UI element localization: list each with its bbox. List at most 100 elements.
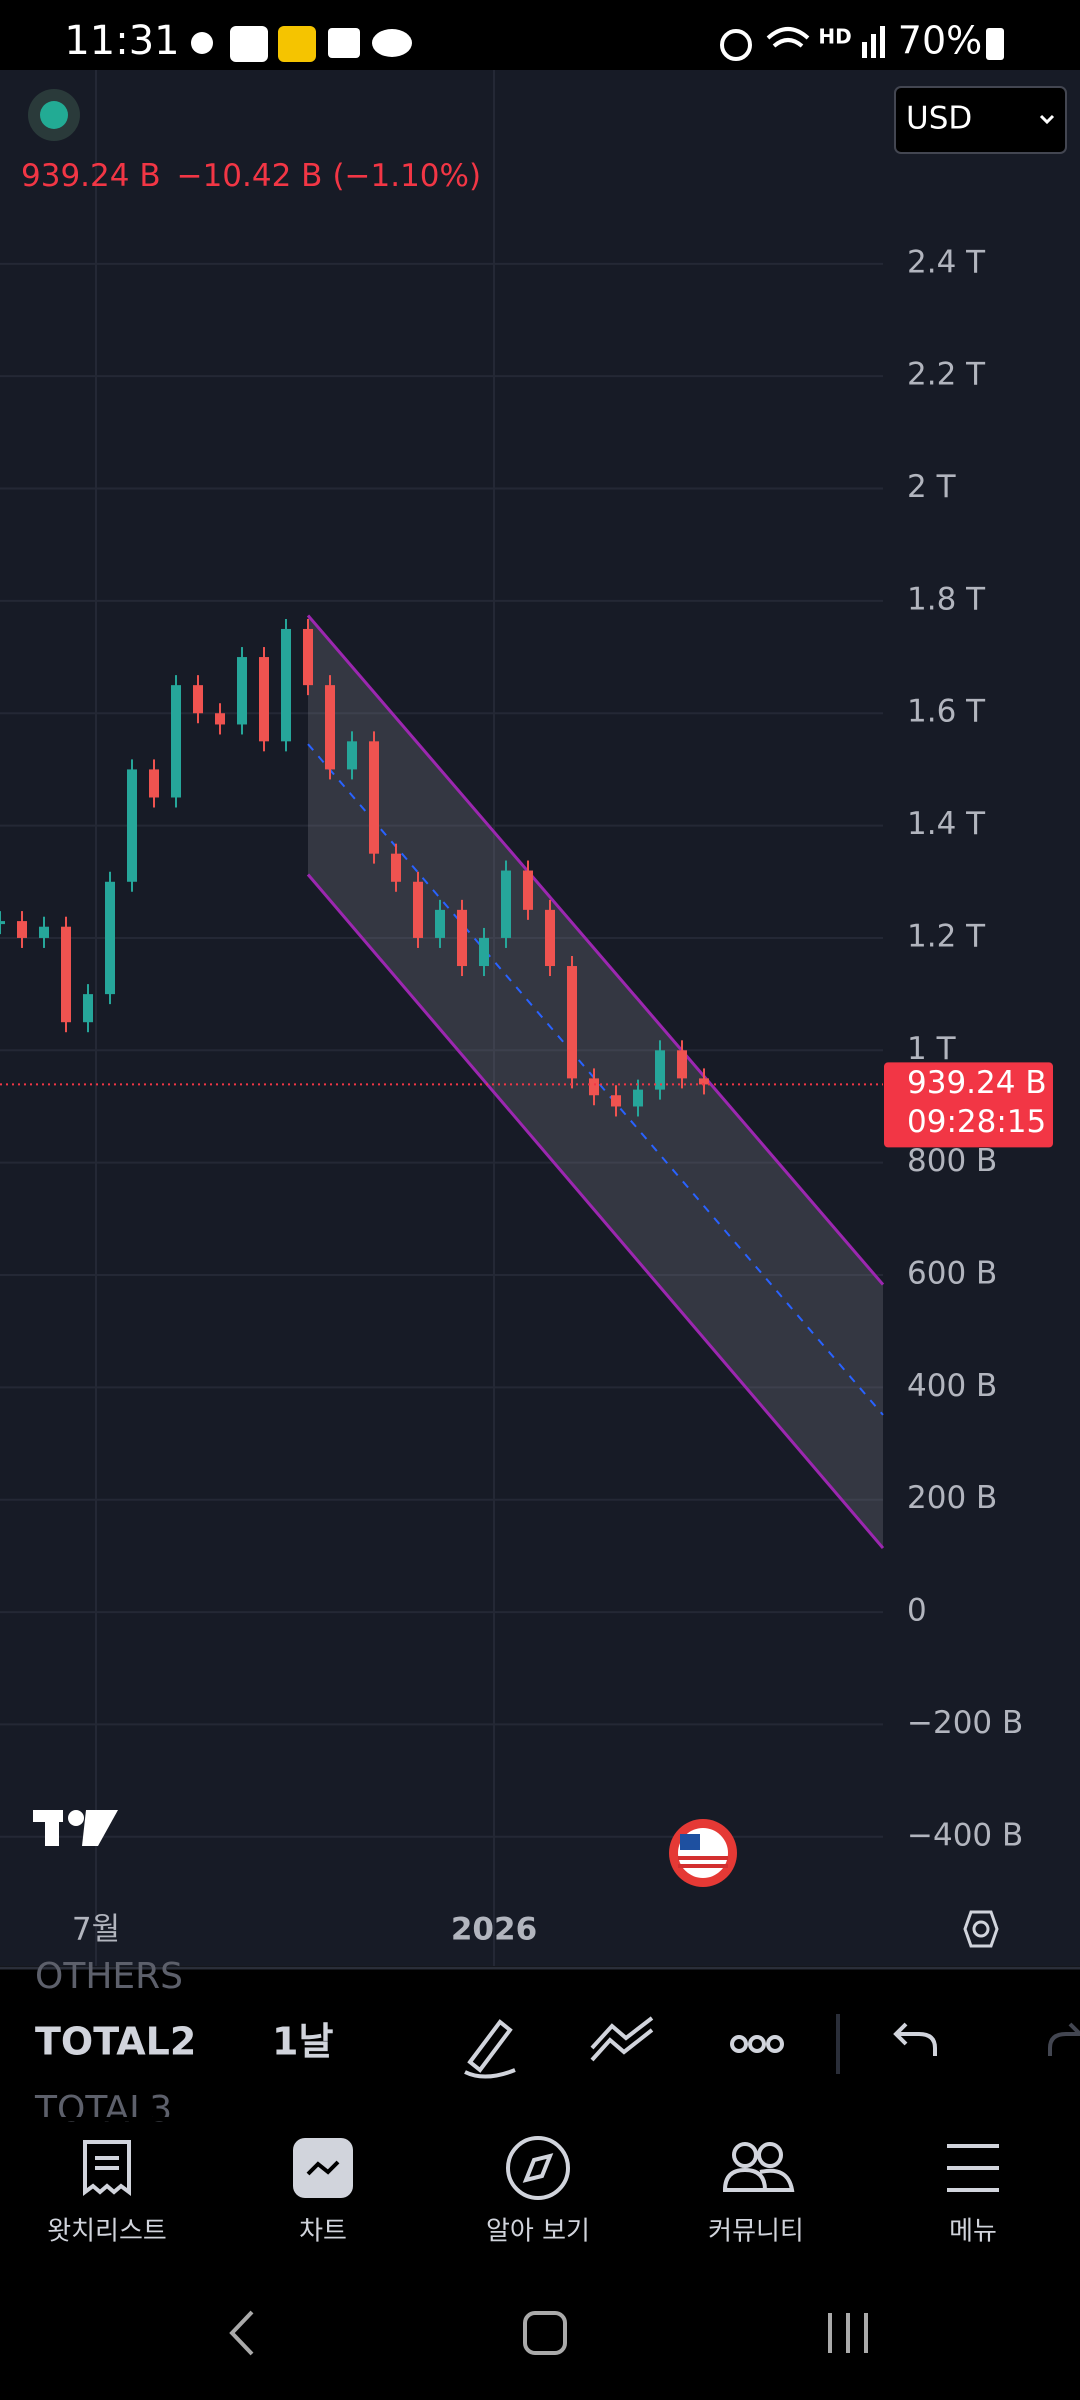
currency-select[interactable]: USD [894,86,1067,154]
channel-upper [306,614,885,1286]
mask [0,2117,1080,2121]
community-icon[interactable] [732,2142,758,2168]
nav-label[interactable]: 차트 [299,2217,347,2247]
symbol-next[interactable]: TOTAL3 [34,2089,172,2130]
symbol[interactable]: TOTAL2 [35,2020,196,2064]
interval[interactable]: 1날 [272,2020,333,2064]
nav-label[interactable]: 메뉴 [949,2217,997,2247]
nav-label[interactable]: 커뮤니티 [708,2217,804,2247]
more-dot[interactable] [748,2035,766,2053]
explore-icon[interactable] [506,2136,570,2200]
currency-box[interactable] [894,86,1067,154]
menu-icon[interactable] [947,2144,999,2192]
y-tick-label: 2.2 T [907,357,986,393]
logo-part [82,1810,118,1846]
y-tick-label: 1.2 T [907,918,986,954]
icon [328,28,360,58]
y-tick-label: 1 T [907,1031,957,1067]
logo-part [45,1810,59,1846]
recents-button[interactable] [828,2313,868,2353]
plot: −400 B −200 B 0 200 B 400 B 600 B 800 B 1 T 1.2 … [0,70,1053,1966]
compass [522,2153,554,2183]
tv-logo [33,1810,118,1846]
header-quote: 939.24 B −10.42 B (−1.10%) [21,158,481,194]
icon [372,29,412,57]
wifi-icon [766,27,810,48]
signal [862,42,867,58]
y-tick-label: 800 B [907,1143,997,1179]
chart-icon-line [306,2160,340,2176]
home-button[interactable] [523,2311,567,2355]
y-tick-label: 200 B [907,1480,997,1516]
y-tick-label: −400 B [907,1817,1023,1853]
candle [149,769,159,798]
candle [171,685,181,798]
y-tick-label: 1.8 T [907,581,986,617]
flag-stripe [678,1856,728,1860]
candle [435,909,445,938]
nav-icons [83,2136,999,2200]
candle [0,921,5,925]
candle [193,685,203,714]
candle [611,1095,621,1107]
candle [127,769,137,882]
x-tick-label: 2026 [451,1912,537,1948]
countdown: 09:28:15 [907,1104,1046,1140]
candle [655,1050,665,1090]
currency[interactable]: USD [906,101,972,137]
signal [871,34,876,58]
flag-canton [680,1834,700,1850]
candle [369,741,379,854]
candle [237,657,247,725]
more-dot[interactable] [766,2035,784,2053]
candle [567,966,577,1079]
price-label: 939.24 B [907,1065,1047,1101]
flag-button[interactable] [669,1819,737,1887]
candle [105,881,115,995]
nav-label[interactable]: 알아 보기 [486,2217,590,2247]
candle [677,1050,687,1079]
battery-icon [986,28,1004,60]
trend-tool[interactable] [590,2016,654,2062]
undo[interactable] [893,2022,937,2056]
candle [413,881,423,938]
y-tick-label: 400 B [907,1368,997,1404]
price: 939.24 B [21,158,161,194]
chevron [1039,114,1055,125]
candle [457,909,467,967]
tool-icons [464,2014,1080,2079]
change-pct: (−1.10%) [332,158,481,194]
draw-tool[interactable] [464,2019,516,2079]
y-tick-label: 2 T [907,469,957,505]
candle [589,1078,599,1096]
candle [633,1089,643,1107]
y-tick-label: 600 B [907,1256,997,1292]
more-dot[interactable] [730,2035,748,2053]
redo[interactable] [1048,2022,1080,2056]
flag-stripe [678,1864,728,1868]
y-tick-label: 1.4 T [907,806,986,842]
toolbar [0,1966,1080,2119]
candle [281,628,291,742]
icon [278,26,316,62]
logo-part [68,1810,84,1826]
price-box [884,1062,1053,1148]
community-icon [757,2142,783,2168]
y-tick-label: −200 B [907,1705,1023,1741]
settings-button[interactable] [963,1910,999,1948]
alarm-icon [720,29,752,61]
watchlist-icon[interactable] [83,2140,131,2196]
candle [325,685,335,770]
nav-label[interactable]: 왓치리스트 [47,2217,167,2247]
candle [545,909,555,967]
candle [39,926,49,938]
candle [501,870,511,938]
symbol-prev[interactable]: OTHERS [35,1956,183,1997]
status-dot [40,101,68,129]
status-icons [191,26,1004,62]
y-tick-label: 1.6 T [907,694,986,730]
candle [347,741,357,770]
settings-dot [972,1920,990,1938]
back-button[interactable] [229,2310,254,2356]
